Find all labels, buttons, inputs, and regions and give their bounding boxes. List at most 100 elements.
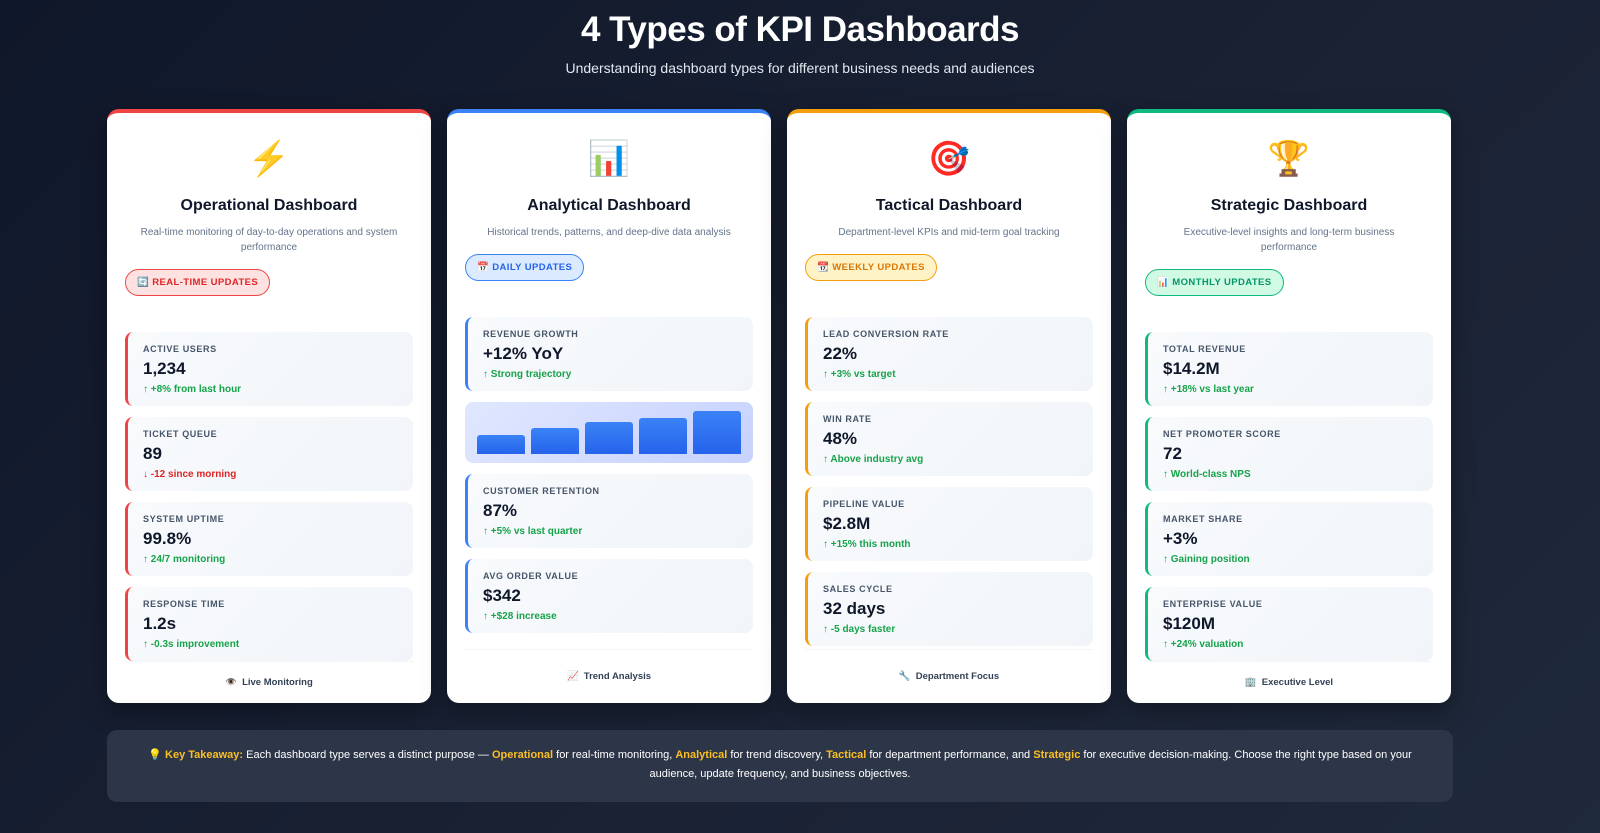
card-footer: 🔧 Department Focus: [805, 649, 1093, 703]
metric-value: $120M: [1163, 614, 1215, 633]
update-frequency-badge: 📅 DAILY UPDATES: [465, 254, 585, 281]
highlight-strategic: Strategic: [1033, 749, 1081, 761]
metric-card: TICKET QUEUE 89 ↓ -12 since morning: [125, 417, 413, 491]
metric-card: RESPONSE TIME 1.2s ↑ -0.3s improvement: [125, 587, 413, 661]
metric-card: WIN RATE 48% ↑ Above industry avg: [805, 402, 1093, 476]
card-operational: ⚡ Operational Dashboard Real-time monito…: [107, 109, 431, 703]
card-footer: 📈 Trend Analysis: [465, 649, 753, 703]
metric-label: TOTAL REVENUE: [1163, 344, 1246, 354]
metric-change: ↑ Above industry avg: [823, 454, 924, 465]
metric-label: RESPONSE TIME: [143, 599, 225, 609]
dashboard-cards: ⚡ Operational Dashboard Real-time monito…: [107, 109, 1451, 703]
badge-label: REAL-TIME UPDATES: [152, 277, 259, 288]
metric-change: ↑ +5% vs last quarter: [483, 526, 583, 537]
highlight-operational: Operational: [491, 749, 554, 761]
metric-label: WIN RATE: [823, 414, 872, 424]
metric-card: ACTIVE USERS 1,234 ↑ +8% from last hour: [125, 332, 413, 406]
metrics-list: TOTAL REVENUE $14.2M ↑ +18% vs last year…: [1145, 332, 1433, 661]
metric-value: 87%: [483, 501, 518, 520]
metric-label: ENTERPRISE VALUE: [1163, 599, 1263, 609]
card-description: Executive-level insights and long-term b…: [1183, 227, 1395, 253]
footer-label: Department Focus: [915, 671, 1000, 682]
footer-icon: 👁️: [225, 677, 238, 688]
metric-change: ↑ +$28 increase: [483, 611, 557, 622]
metric-label: PIPELINE VALUE: [823, 499, 905, 509]
bar-chart-icon: 📊: [587, 140, 631, 178]
page-title: 4 Types of KPI Dashboards: [580, 10, 1020, 49]
metrics-list: ACTIVE USERS 1,234 ↑ +8% from last hour …: [125, 332, 413, 661]
metric-change: ↓ -12 since morning: [143, 469, 237, 480]
takeaway-text: for executive decision-making. Choose th…: [649, 749, 1412, 780]
metric-card: MARKET SHARE +3% ↑ Gaining position: [1145, 502, 1433, 576]
metric-change: ↑ +3% vs target: [823, 369, 896, 380]
badge-label: WEEKLY UPDATES: [832, 262, 925, 273]
metric-label: SALES CYCLE: [823, 584, 893, 594]
badge-icon: 📅: [477, 262, 490, 273]
card-strategic: 🏆 Strategic Dashboard Executive-level in…: [1127, 109, 1451, 703]
metric-value: 1,234: [143, 359, 186, 378]
metric-card: CUSTOMER RETENTION 87% ↑ +5% vs last qua…: [465, 474, 753, 548]
card-footer: 🏢 Executive Level: [1145, 661, 1433, 703]
highlight-analytical: Analytical: [675, 749, 728, 761]
metric-label: CUSTOMER RETENTION: [483, 486, 600, 496]
takeaway-text: for trend discovery,: [727, 749, 827, 761]
metric-value: 1.2s: [143, 614, 177, 633]
metric-value: 89: [143, 444, 162, 463]
key-takeaway: 💡 Key Takeaway: Each dashboard type serv…: [107, 730, 1453, 802]
trophy-icon: 🏆: [1267, 140, 1311, 178]
card-title: Analytical Dashboard: [527, 197, 691, 214]
metric-change: ↑ +24% valuation: [1163, 639, 1244, 650]
metric-change: ↑ +8% from last hour: [143, 384, 242, 395]
metric-change: ↑ World-class NPS: [1163, 469, 1251, 480]
metric-label: NET PROMOTER SCORE: [1163, 429, 1281, 439]
card-footer: 👁️ Live Monitoring: [125, 661, 413, 703]
card-analytical: 📊 Analytical Dashboard Historical trends…: [447, 109, 771, 703]
page-subtitle: Understanding dashboard types for differ…: [565, 60, 1035, 76]
badge-icon: 📆: [817, 262, 830, 273]
update-frequency-badge: 📊 MONTHLY UPDATES: [1145, 269, 1284, 296]
metric-value: 32 days: [823, 599, 886, 618]
card-title: Tactical Dashboard: [875, 197, 1023, 214]
mini-chart-bar: [639, 418, 687, 454]
footer-label: Executive Level: [1261, 677, 1334, 688]
card-description: Historical trends, patterns, and deep-di…: [487, 227, 731, 238]
metric-label: SYSTEM UPTIME: [143, 514, 225, 524]
metric-value: +3%: [1163, 529, 1198, 548]
metric-value: 22%: [823, 344, 858, 363]
lightbulb-icon: 💡: [148, 749, 162, 761]
update-frequency-badge: 📆 WEEKLY UPDATES: [805, 254, 937, 281]
metric-card: REVENUE GROWTH +12% YoY ↑ Strong traject…: [465, 317, 753, 391]
mini-chart-bar: [531, 427, 579, 454]
metric-value: +12% YoY: [483, 344, 564, 363]
badge-label: DAILY UPDATES: [492, 262, 573, 273]
metric-value: 99.8%: [143, 529, 192, 548]
metric-card: AVG ORDER VALUE $342 ↑ +$28 increase: [465, 559, 753, 633]
mini-chart-bar: [693, 410, 741, 454]
metric-value: 48%: [823, 429, 858, 448]
card-description: Department-level KPIs and mid-term goal …: [838, 227, 1060, 238]
metric-change: ↑ Strong trajectory: [483, 369, 572, 380]
metric-change: ↑ -5 days faster: [823, 624, 896, 635]
card-tactical: 🎯 Tactical Dashboard Department-level KP…: [787, 109, 1111, 703]
metric-value: $342: [483, 586, 521, 605]
metric-change: ↑ Gaining position: [1163, 554, 1250, 565]
footer-icon: 🔧: [898, 671, 911, 682]
metric-label: ACTIVE USERS: [143, 344, 217, 354]
footer-label: Live Monitoring: [242, 677, 313, 688]
metric-card: SALES CYCLE 32 days ↑ -5 days faster: [805, 572, 1093, 646]
card-title: Operational Dashboard: [180, 197, 358, 214]
metric-label: MARKET SHARE: [1163, 514, 1243, 524]
metric-value: 72: [1163, 444, 1182, 463]
footer-icon: 📈: [566, 671, 579, 682]
metric-change: ↑ +18% vs last year: [1163, 384, 1254, 395]
takeaway-text: for department performance, and: [866, 749, 1034, 761]
metric-change: ↑ 24/7 monitoring: [143, 554, 226, 565]
mini-bar-chart: [465, 402, 753, 463]
metrics-list: LEAD CONVERSION RATE 22% ↑ +3% vs target…: [805, 317, 1093, 646]
badge-icon: 📊: [1157, 277, 1170, 288]
metric-change: ↑ -0.3s improvement: [143, 639, 240, 650]
lightning-icon: ⚡: [247, 140, 291, 178]
badge-label: MONTHLY UPDATES: [1172, 277, 1272, 288]
metric-value: $14.2M: [1163, 359, 1220, 378]
takeaway-text: Each dashboard type serves a distinct pu…: [243, 749, 492, 761]
